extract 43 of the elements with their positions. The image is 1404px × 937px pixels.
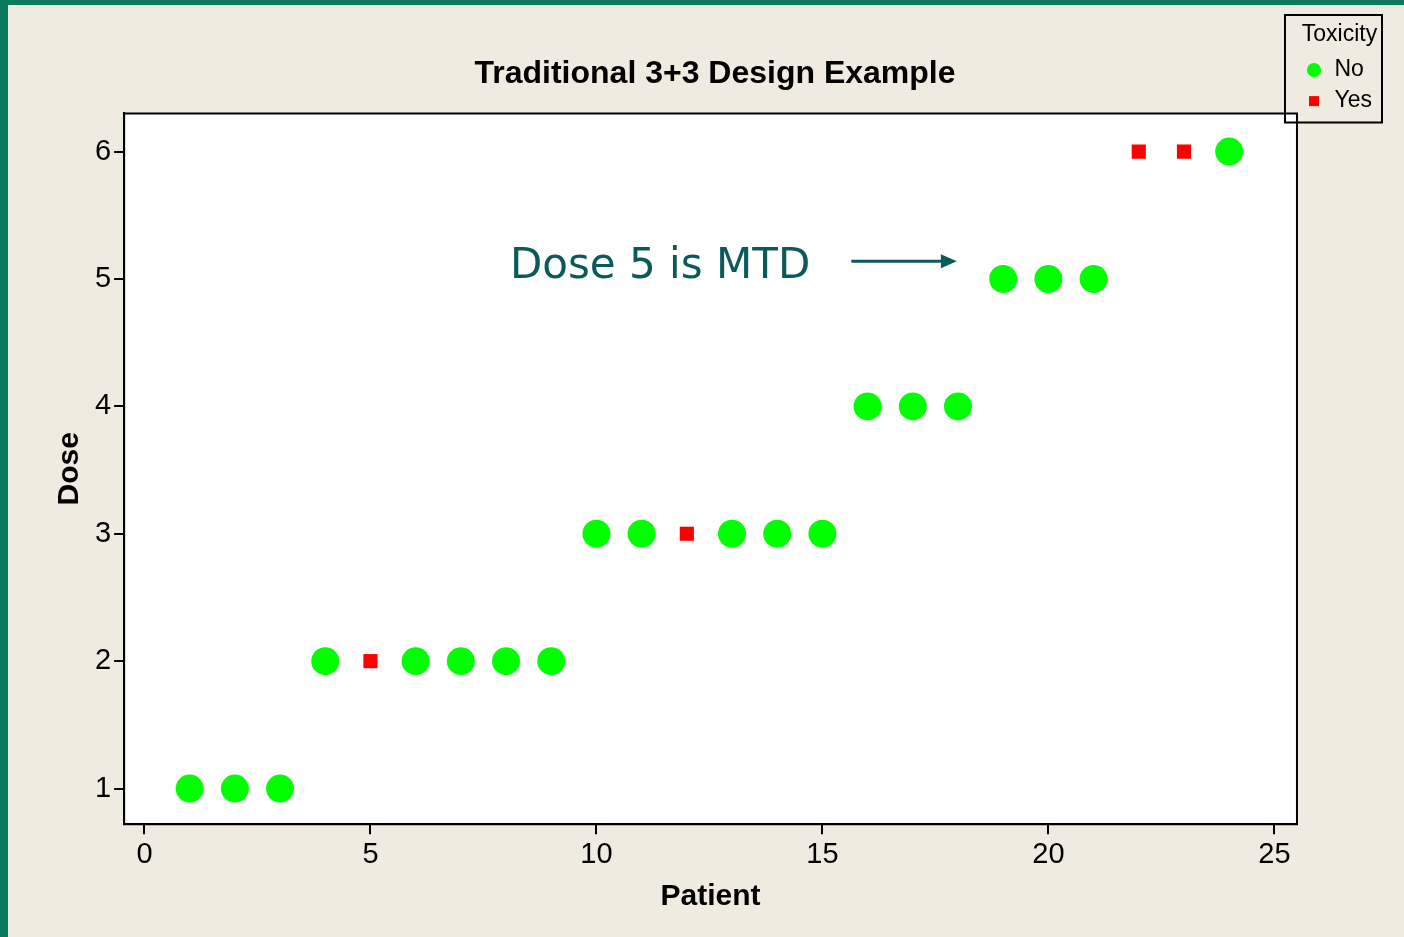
point (266, 774, 295, 803)
y-tick-label: 4 (94, 388, 112, 421)
point (446, 647, 475, 676)
point (898, 392, 927, 421)
point (1079, 265, 1108, 293)
point (175, 774, 204, 803)
legend-label: Yes (1334, 86, 1373, 113)
point (1131, 144, 1146, 159)
point (763, 519, 792, 548)
point (1176, 144, 1192, 159)
point (627, 519, 656, 548)
y-axis-title: Dose (51, 432, 85, 506)
point (537, 647, 566, 676)
point (944, 392, 973, 421)
legend-label: No (1334, 55, 1364, 82)
point (401, 647, 430, 676)
legend-title: Toxicity (1301, 19, 1378, 46)
y-tick-label: 3 (94, 515, 112, 548)
x-tick-label: 20 (1032, 836, 1065, 869)
y-tick-label: 2 (94, 643, 112, 676)
point (363, 654, 378, 669)
point (220, 774, 249, 803)
y-tick-label: 5 (94, 261, 112, 293)
x-tick-label: 0 (136, 836, 153, 869)
annotation: Dose 5 is MTD (509, 239, 811, 289)
point (582, 519, 611, 548)
x-tick-label: 25 (1258, 836, 1291, 869)
point (1215, 137, 1244, 166)
point (718, 519, 747, 548)
point (808, 519, 837, 548)
y-tick-label: 6 (94, 133, 112, 166)
point (989, 265, 1018, 293)
y-tick-label: 1 (94, 770, 112, 803)
x-tick-label: 15 (806, 836, 839, 869)
chart-title: Traditional 3+3 Design Example (474, 54, 956, 91)
x-axis-title: Patient (660, 878, 761, 912)
x-tick-label: 10 (580, 836, 613, 869)
x-tick-label: 5 (362, 836, 379, 869)
point (311, 647, 340, 676)
point (853, 392, 882, 421)
point (492, 647, 521, 676)
point (679, 526, 694, 541)
point (1034, 265, 1063, 293)
